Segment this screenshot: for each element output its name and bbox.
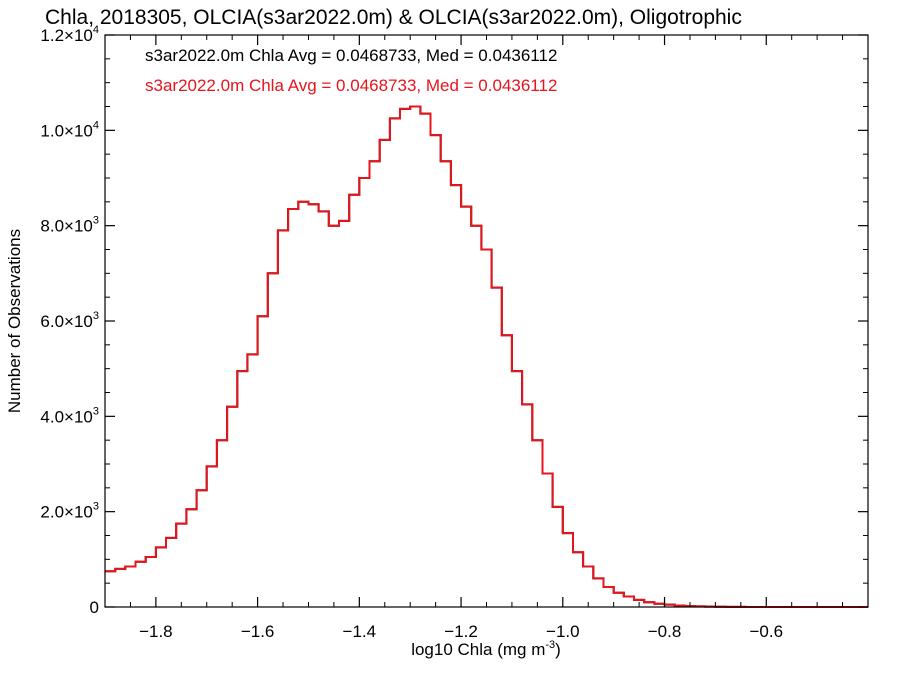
series-1-line [105, 105, 868, 608]
y-tick-exponent: 3 [93, 215, 99, 227]
y-tick-mantissa: 4.0×10 [40, 407, 92, 426]
y-tick-label-2: 4.0×103 [40, 405, 99, 426]
x-tick-label-2: −1.4 [343, 622, 377, 641]
x-axis-label-sup: -3 [545, 639, 555, 651]
x-axis-label-main: log10 Chla (mg m [411, 640, 545, 659]
y-tick-mantissa: 0 [90, 598, 99, 617]
annotation-group: s3ar2022.0m Chla Avg = 0.0468733, Med = … [145, 46, 557, 95]
x-tick-label-6: −0.6 [749, 622, 783, 641]
y-ticks: 02.0×1034.0×1036.0×1038.0×1031.0×1041.2×… [40, 24, 868, 617]
y-tick-label-1: 2.0×103 [40, 501, 99, 522]
y-tick-exponent: 3 [93, 501, 99, 513]
series-group [105, 105, 868, 608]
y-axis-label: Number of Observations [5, 229, 24, 413]
x-tick-label-5: −0.8 [648, 622, 682, 641]
y-tick-exponent: 4 [93, 119, 99, 131]
y-tick-exponent: 3 [93, 405, 99, 417]
y-tick-mantissa: 1.0×10 [40, 121, 92, 140]
y-tick-label-4: 8.0×103 [40, 215, 99, 236]
y-tick-mantissa: 1.2×10 [40, 26, 92, 45]
annotation-1: s3ar2022.0m Chla Avg = 0.0468733, Med = … [145, 76, 557, 95]
chart-title: Chla, 2018305, OLCIA(s3ar2022.0m) & OLCI… [45, 6, 742, 29]
x-tick-label-1: −1.6 [241, 622, 275, 641]
x-tick-label-0: −1.8 [139, 622, 173, 641]
y-tick-label-0: 0 [90, 598, 99, 617]
x-ticks: −1.8 −1.6 −1.4 −1.2 −1.0 −0.8 −0.6 [104, 35, 844, 641]
x-axis-label-close: ) [555, 640, 561, 659]
y-tick-label-6: 1.2×104 [40, 24, 99, 45]
y-tick-exponent: 4 [93, 24, 99, 36]
plot-frame [104, 34, 869, 608]
y-tick-mantissa: 8.0×10 [40, 217, 92, 236]
y-tick-exponent: 3 [93, 310, 99, 322]
series-0-line [105, 105, 868, 608]
x-tick-label-3: −1.2 [444, 622, 478, 641]
annotation-0: s3ar2022.0m Chla Avg = 0.0468733, Med = … [145, 46, 557, 65]
x-axis-label: log10 Chla (mg m-3) [411, 639, 561, 659]
y-tick-mantissa: 6.0×10 [40, 312, 92, 331]
y-tick-label-5: 1.0×104 [40, 119, 99, 140]
y-tick-mantissa: 2.0×10 [40, 503, 92, 522]
x-tick-label-4: −1.0 [546, 622, 580, 641]
y-tick-label-3: 6.0×103 [40, 310, 99, 331]
